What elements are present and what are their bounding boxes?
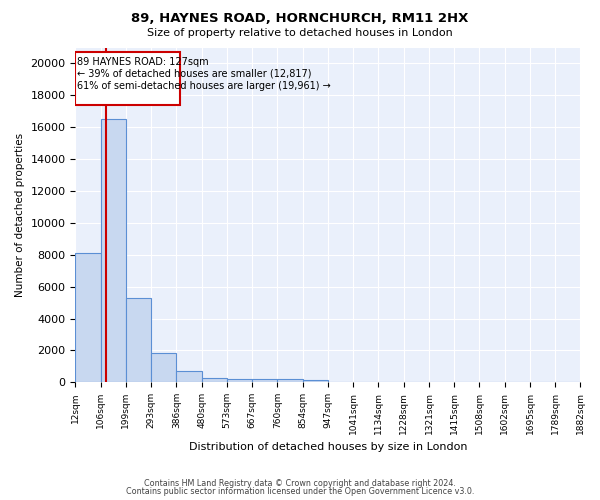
Bar: [303, 380, 328, 382]
Text: Contains public sector information licensed under the Open Government Licence v3: Contains public sector information licen…: [126, 487, 474, 496]
Text: Contains HM Land Registry data © Crown copyright and database right 2024.: Contains HM Land Registry data © Crown c…: [144, 478, 456, 488]
Text: ← 39% of detached houses are smaller (12,817): ← 39% of detached houses are smaller (12…: [77, 68, 311, 78]
Bar: [176, 371, 202, 382]
Bar: [76, 52, 180, 105]
Bar: [202, 378, 227, 382]
Bar: [126, 298, 151, 382]
Bar: [76, 253, 101, 382]
Text: 89, HAYNES ROAD, HORNCHURCH, RM11 2HX: 89, HAYNES ROAD, HORNCHURCH, RM11 2HX: [131, 12, 469, 26]
Bar: [151, 353, 176, 382]
Bar: [227, 379, 253, 382]
Y-axis label: Number of detached properties: Number of detached properties: [15, 133, 25, 297]
Text: 89 HAYNES ROAD: 127sqm: 89 HAYNES ROAD: 127sqm: [77, 57, 208, 67]
Bar: [253, 379, 277, 382]
Text: Size of property relative to detached houses in London: Size of property relative to detached ho…: [147, 28, 453, 38]
Bar: [277, 380, 303, 382]
Text: 61% of semi-detached houses are larger (19,961) →: 61% of semi-detached houses are larger (…: [77, 81, 331, 91]
Bar: [101, 119, 126, 382]
X-axis label: Distribution of detached houses by size in London: Distribution of detached houses by size …: [189, 442, 467, 452]
